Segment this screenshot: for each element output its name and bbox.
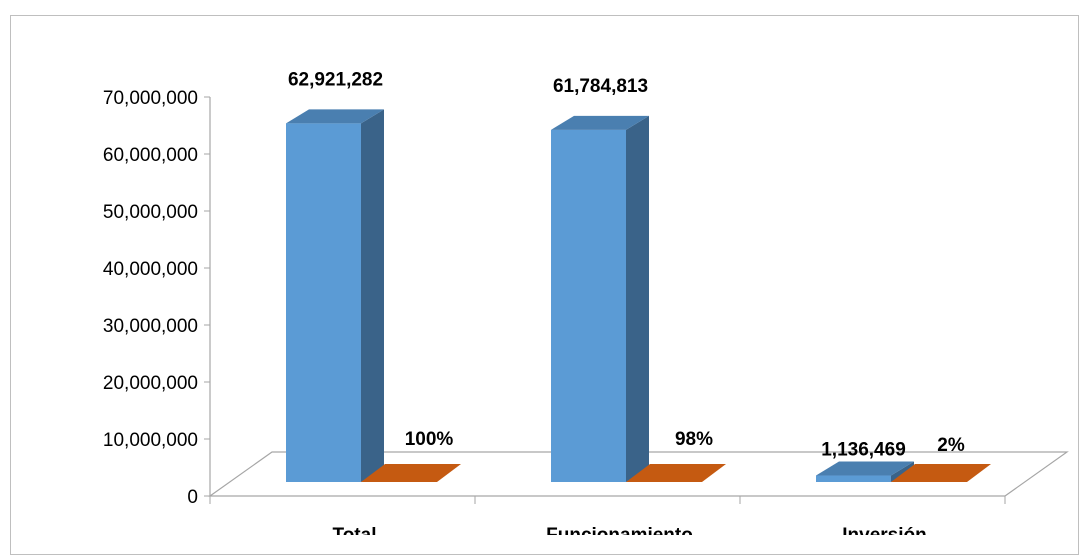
percent-label: 2%	[937, 435, 965, 456]
y-tick-label: 10,000,000	[103, 430, 198, 451]
bar-top	[286, 109, 384, 124]
y-tick-label: 30,000,000	[103, 316, 198, 337]
bar-front	[551, 129, 626, 482]
bar-value-label: 61,784,813	[553, 76, 648, 97]
y-tick-label: 0	[187, 487, 198, 508]
percent-label: 98%	[675, 429, 713, 450]
bar-side	[361, 109, 384, 482]
y-tick-label: 40,000,000	[103, 259, 198, 280]
percent-slab	[891, 464, 991, 482]
category-label: Funcionamiento	[546, 525, 693, 535]
percent-label: 100%	[405, 429, 454, 450]
bar-front	[286, 123, 361, 482]
bar-chart: 0 10,000,000 20,000,000 30,000,000 40,000,00…	[103, 69, 1069, 535]
bar-front	[816, 475, 891, 482]
bar-top	[551, 115, 649, 130]
y-tick-label: 70,000,000	[103, 88, 198, 109]
bar-value-label: 62,921,282	[288, 69, 383, 90]
bar-value-label: 1,136,469	[821, 440, 906, 461]
percent-slab	[626, 464, 726, 482]
category-label: Total	[333, 525, 377, 535]
percent-slab	[361, 464, 461, 482]
y-tick-label: 60,000,000	[103, 145, 198, 166]
y-tick-label: 20,000,000	[103, 373, 198, 394]
bar-side	[891, 461, 914, 482]
category-label: Inversión	[842, 525, 926, 535]
bar-top	[816, 461, 914, 476]
y-tick-label: 50,000,000	[103, 202, 198, 223]
bar-side	[626, 115, 649, 482]
